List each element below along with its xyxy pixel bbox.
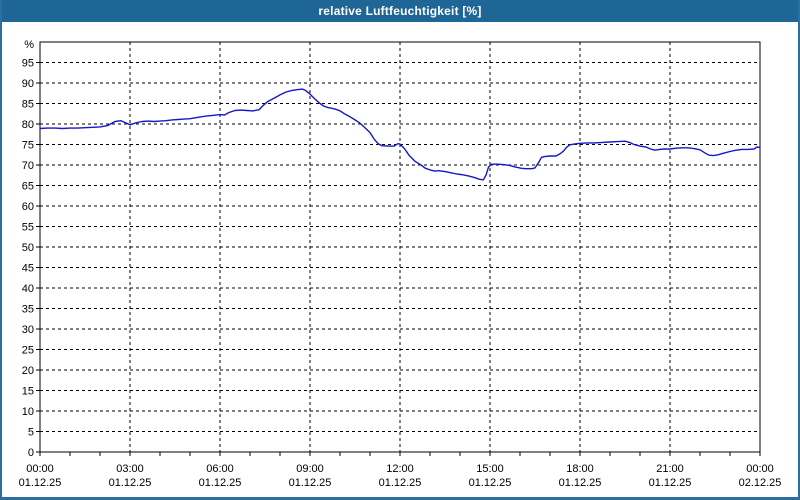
y-axis-labels: 0 5 10 15 20 25 30 35 40 45 50 55 60 65 70 75 80 85 90 95%	[22, 39, 34, 459]
x-tick-time-label: 12:00	[386, 463, 414, 475]
x-tick-date-label: 01.12.25	[469, 477, 512, 489]
x-tick-date-label: 01.12.25	[559, 477, 602, 489]
y-tick-label: 90	[22, 78, 34, 90]
y-tick-label: 20	[22, 365, 34, 377]
x-tick-date-label: 01.12.25	[109, 477, 152, 489]
x-tick-time-label: 21:00	[656, 463, 684, 475]
y-tick-label: 15	[22, 386, 34, 398]
y-unit-label: %	[24, 39, 34, 51]
x-tick-time-label: 00:00	[746, 463, 774, 475]
y-tick-label: 10	[22, 406, 34, 418]
y-tick-label: 35	[22, 304, 34, 316]
y-tick-label: 60	[22, 201, 34, 213]
x-tick-time-label: 06:00	[206, 463, 234, 475]
x-tick-date-label: 01.12.25	[289, 477, 332, 489]
x-axis-ticks	[39, 452, 761, 456]
x-tick-time-label: 03:00	[116, 463, 144, 475]
x-tick-date-label: 02.12.25	[739, 477, 782, 489]
x-tick-date-label: 01.12.25	[19, 477, 62, 489]
x-tick-time-label: 00:00	[26, 463, 54, 475]
x-axis-date-labels: 01.12.25 01.12.25 01.12.25 01.12.25 01.12.25…	[19, 477, 782, 489]
y-tick-label: 55	[22, 222, 34, 234]
y-tick-label: 50	[22, 242, 34, 254]
grid-vertical	[129, 42, 671, 452]
y-tick-label: 65	[22, 181, 34, 193]
y-tick-label: 40	[22, 283, 34, 295]
y-axis-ticks	[36, 62, 40, 453]
y-tick-label: 25	[22, 345, 34, 357]
y-tick-label: 5	[28, 427, 34, 439]
y-tick-label: 80	[22, 119, 34, 131]
y-tick-label: 75	[22, 140, 34, 152]
x-tick-date-label: 01.12.25	[199, 477, 242, 489]
x-tick-date-label: 01.12.25	[379, 477, 422, 489]
x-tick-time-label: 18:00	[566, 463, 594, 475]
humidity-chart: 05101520253035404550556065707580859095%0…	[19, 39, 782, 489]
x-tick-time-label: 15:00	[476, 463, 504, 475]
y-tick-label: 0	[28, 447, 34, 459]
humidity-series-line	[39, 88, 761, 181]
y-tick-label: 30	[22, 324, 34, 336]
y-tick-label: 85	[22, 99, 34, 111]
window-title: relative Luftfeuchtigkeit [%]	[318, 4, 482, 18]
x-tick-date-label: 01.12.25	[649, 477, 692, 489]
chart-area: 0 5 10 15 20 25 30 35 40 45 50 55 60 65 70 75 80 85 90 95% 0…	[2, 22, 798, 497]
y-tick-label: 95	[22, 58, 34, 70]
x-tick-time-label: 09:00	[296, 463, 324, 475]
x-axis-time-labels: 00:00 03:00 06:00 09:00 12:00 15:00 18:00 21:00…	[26, 463, 774, 475]
title-bar: relative Luftfeuchtigkeit [%]	[2, 0, 798, 22]
y-tick-label: 45	[22, 263, 34, 275]
y-tick-label: 70	[22, 160, 34, 172]
